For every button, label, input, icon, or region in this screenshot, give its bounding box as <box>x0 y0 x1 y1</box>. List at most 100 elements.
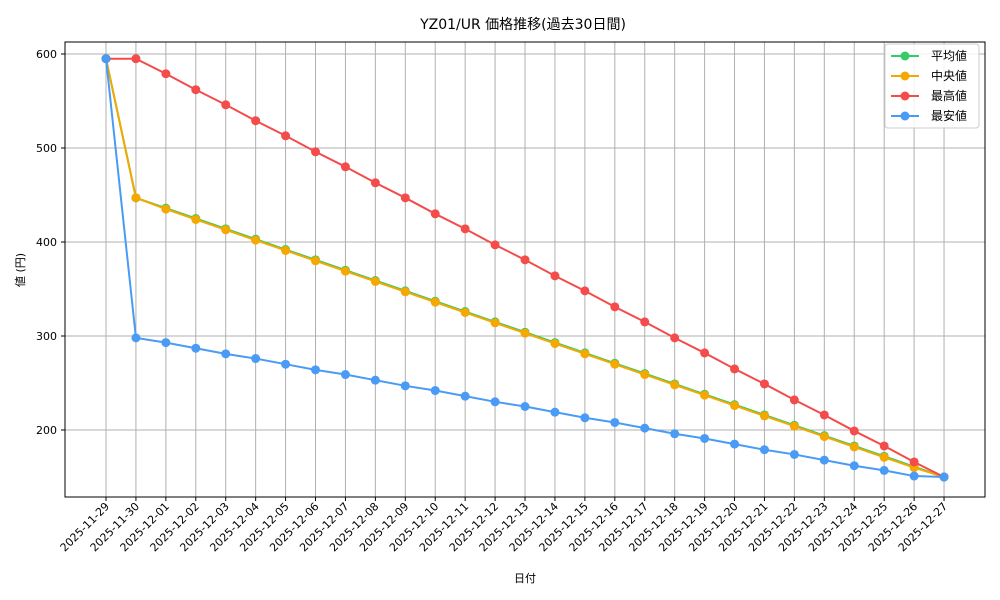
legend-item: 中央値 <box>891 68 967 83</box>
data-point <box>490 397 500 407</box>
data-point <box>460 391 470 401</box>
data-point <box>400 381 410 391</box>
data-point <box>221 225 231 235</box>
data-point <box>640 317 650 327</box>
data-point <box>819 410 829 420</box>
data-point <box>340 370 350 380</box>
data-point <box>759 411 769 421</box>
legend-item: 最高値 <box>891 88 967 103</box>
data-point <box>131 333 141 343</box>
data-point <box>730 401 740 411</box>
data-point <box>430 386 440 396</box>
legend-marker-icon <box>900 111 910 121</box>
legend-label: 中央値 <box>931 68 967 83</box>
grid-lines <box>65 42 985 497</box>
data-point <box>550 407 560 417</box>
data-point <box>849 461 859 471</box>
series-2 <box>101 54 949 482</box>
data-point <box>370 178 380 188</box>
data-point <box>221 100 231 110</box>
data-point <box>400 287 410 297</box>
data-point <box>789 421 799 431</box>
data-point <box>580 286 590 296</box>
data-point <box>161 69 171 79</box>
data-point <box>819 455 829 465</box>
data-point <box>909 471 919 481</box>
data-point <box>251 116 261 126</box>
data-point <box>849 426 859 436</box>
data-point <box>191 214 201 224</box>
legend-marker-icon <box>900 91 910 101</box>
data-point <box>370 276 380 286</box>
data-point <box>311 365 321 375</box>
data-point <box>400 193 410 203</box>
data-point <box>311 147 321 157</box>
data-point <box>430 297 440 307</box>
data-point <box>340 162 350 172</box>
legend-label: 平均値 <box>931 48 967 63</box>
y-tick-label: 600 <box>36 48 57 61</box>
data-point <box>281 131 291 141</box>
data-point <box>191 85 201 95</box>
data-point <box>281 245 291 255</box>
data-point <box>161 204 171 214</box>
legend-label: 最安値 <box>931 108 967 123</box>
data-point <box>879 452 889 462</box>
legend-box <box>884 43 980 129</box>
data-point <box>939 472 949 482</box>
series-1 <box>101 54 949 482</box>
data-point <box>610 302 620 312</box>
y-axis: 200 300 400 500 600 <box>36 48 65 437</box>
series-3 <box>101 54 949 482</box>
data-point <box>251 235 261 245</box>
data-point <box>580 413 590 423</box>
data-point <box>819 432 829 442</box>
legend-marker-icon <box>900 51 910 61</box>
data-point <box>700 390 710 400</box>
data-point <box>879 465 889 475</box>
y-tick-label: 200 <box>36 424 57 437</box>
data-point <box>849 442 859 452</box>
y-tick-label: 400 <box>36 236 57 249</box>
data-point <box>161 338 171 348</box>
data-point <box>670 333 680 343</box>
data-point <box>490 240 500 250</box>
data-point <box>759 445 769 455</box>
data-point <box>460 308 470 317</box>
data-point <box>610 359 620 369</box>
legend-marker-icon <box>900 71 910 81</box>
series-lines <box>101 54 949 482</box>
data-point <box>311 256 321 266</box>
data-point <box>730 364 740 374</box>
data-point <box>251 354 261 364</box>
data-point <box>640 423 650 433</box>
legend-item: 最安値 <box>891 108 967 123</box>
y-tick-label: 500 <box>36 142 57 155</box>
data-point <box>550 339 560 349</box>
y-tick-label: 300 <box>36 330 57 343</box>
data-point <box>281 359 291 369</box>
data-point <box>759 379 769 389</box>
data-point <box>789 449 799 459</box>
data-point <box>430 209 440 219</box>
data-point <box>520 402 530 411</box>
data-point <box>101 54 111 64</box>
data-point <box>700 348 710 358</box>
data-point <box>520 255 530 265</box>
legend-item: 平均値 <box>891 48 967 63</box>
data-point <box>640 370 650 380</box>
data-point <box>879 441 889 451</box>
data-point <box>550 271 560 281</box>
chart-title: YZ01/UR 価格推移(過去30日間) <box>419 17 626 33</box>
data-point <box>460 224 470 234</box>
legend-label: 最高値 <box>931 88 967 103</box>
y-axis-label: 値 (円) <box>14 253 27 287</box>
data-point <box>370 375 380 385</box>
data-point <box>131 54 141 64</box>
data-point <box>490 318 500 328</box>
data-point <box>610 417 620 427</box>
data-point <box>789 395 799 405</box>
data-point <box>909 457 919 467</box>
